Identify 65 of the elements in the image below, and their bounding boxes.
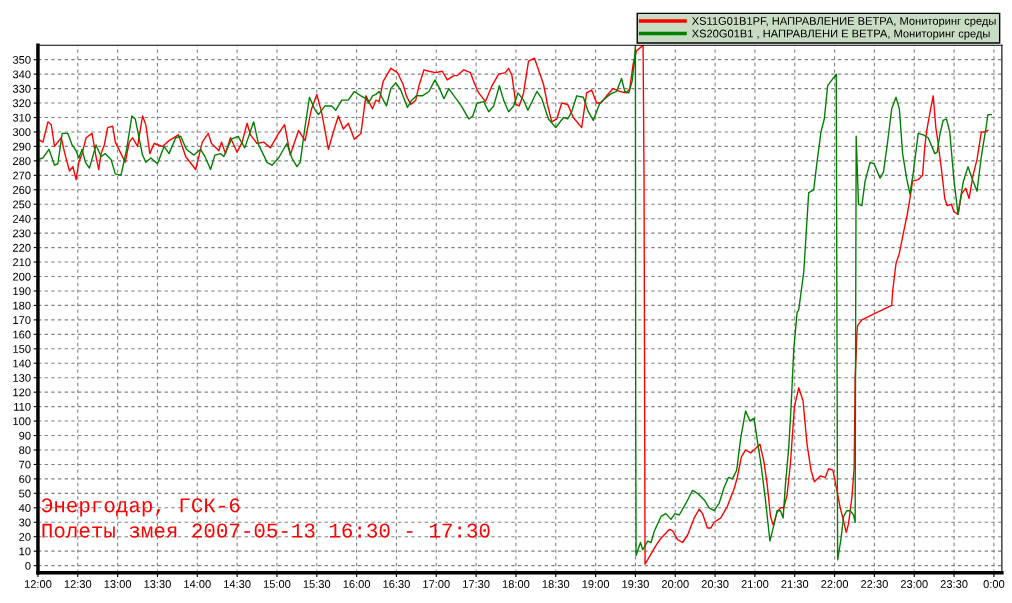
y-tick-label: 230	[13, 229, 31, 238]
y-tick-label: 60	[19, 475, 31, 484]
x-tick-label: 21:30	[781, 580, 809, 588]
y-tick-label: 300	[12, 128, 31, 137]
x-tick-label: 15:00	[263, 580, 291, 588]
x-tick-label: 12:00	[24, 580, 52, 588]
x-tick-label: 20:00	[661, 580, 689, 588]
y-tick-label: 40	[18, 504, 31, 512]
x-tick-label: 14:00	[184, 580, 211, 588]
y-tick-label: 260	[13, 186, 31, 194]
y-tick-label: 220	[13, 243, 31, 252]
y-tick-label: 0	[25, 561, 31, 570]
x-tick-label: 19:00	[582, 580, 610, 588]
y-tick-label: 280	[13, 157, 31, 165]
y-tick-label: 200	[13, 272, 31, 281]
annotation: Энергодар, ГСК-6	[41, 498, 240, 517]
x-tick-label: 19:30	[622, 580, 649, 588]
x-tick-label: 21:00	[741, 580, 769, 588]
y-tick-label: 20	[19, 532, 31, 541]
x-tick-label: 18:30	[542, 580, 570, 588]
y-tick-label: 120	[13, 388, 31, 397]
y-tick-label: 210	[13, 258, 31, 267]
y-tick-label: 70	[19, 460, 31, 469]
y-tick-label: 320	[12, 99, 31, 108]
x-tick-label: 23:30	[940, 580, 968, 588]
x-tick-label: 17:00	[423, 580, 450, 588]
x-tick-label: 22:00	[821, 580, 849, 588]
y-tick-label: 190	[13, 287, 31, 296]
x-tick-label: 12:30	[64, 580, 92, 588]
y-tick-label: 240	[13, 214, 31, 223]
x-tick-label: 18:00	[502, 580, 530, 588]
x-tick-label: 16:00	[343, 580, 371, 588]
x-tick-label: 0:00	[983, 580, 1005, 588]
y-tick-label: 310	[12, 113, 31, 122]
y-tick-label: 350	[12, 55, 31, 64]
x-tick-label: 16:30	[383, 580, 410, 588]
annotation: Полеты змея 2007-05-13 16:30 - 17:30	[42, 523, 490, 538]
y-tick-label: 110	[14, 402, 31, 411]
x-tick-label: 14:30	[224, 580, 251, 588]
y-tick-label: 80	[19, 446, 31, 455]
y-tick-label: 330	[12, 84, 31, 93]
y-tick-label: 50	[19, 489, 31, 498]
y-tick-label: 140	[13, 359, 31, 368]
y-tick-label: 270	[13, 171, 31, 180]
x-tick-label: 22:30	[861, 580, 888, 588]
y-tick-label: 150	[13, 345, 31, 353]
legend-label: XS20G01B1 , НАПРАВЛЕНИ Е ВЕТРА, Мониторинг среды	[691, 29, 990, 40]
y-tick-label: 340	[12, 70, 31, 79]
y-tick-label: 100	[13, 417, 31, 426]
y-tick-label: 90	[19, 431, 31, 440]
y-tick-label: 10	[19, 547, 31, 556]
y-tick-label: 30	[19, 518, 31, 527]
x-tick-label: 15:30	[303, 580, 331, 588]
x-tick-label: 23:00	[900, 580, 928, 588]
y-tick-label: 180	[13, 301, 31, 310]
x-tick-label: 20:30	[701, 580, 729, 588]
x-tick-label: 17:30	[463, 580, 490, 588]
x-tick-label: 13:00	[104, 580, 132, 588]
legend-label: XS11G01B1PF, НАПРАВЛЕНИЕ ВЕТРА, Мониторинг среды	[691, 17, 996, 28]
y-tick-label: 130	[13, 373, 31, 382]
y-tick-label: 160	[13, 330, 31, 339]
x-tick-label: 13:30	[144, 580, 171, 588]
y-tick-label: 170	[13, 316, 31, 325]
y-tick-label: 290	[13, 142, 31, 151]
y-tick-label: 250	[13, 200, 31, 209]
